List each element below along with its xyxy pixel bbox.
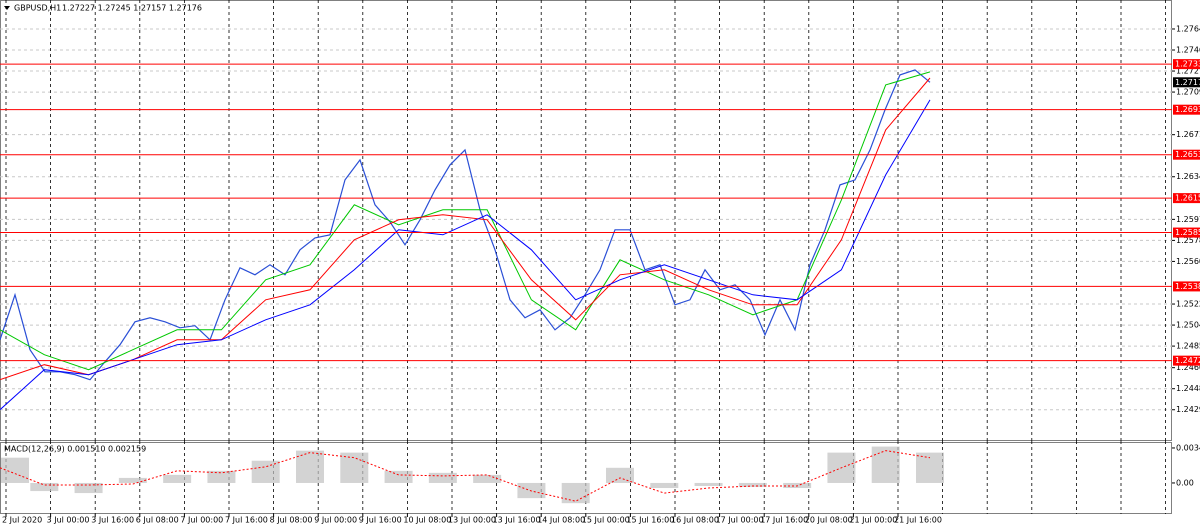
- macd-bar: [340, 452, 369, 483]
- level-label-box: [1173, 281, 1200, 292]
- x-tick-label: 13 Jul 00:00: [448, 516, 496, 525]
- y-tick-label: 0.003461: [1176, 443, 1200, 452]
- symbol-label: GBPUSD,H1: [14, 4, 61, 13]
- y-tick-label: 1.27090: [1176, 88, 1200, 97]
- x-tick-label: 8 Jul 08:00: [270, 516, 313, 525]
- x-tick-label: 15 Jul 00:00: [582, 516, 630, 525]
- y-tick-label: 0.00: [1176, 478, 1194, 487]
- y-tick-label: 1.27275: [1176, 67, 1200, 76]
- level-label-box: [1173, 104, 1200, 115]
- y-tick-label: 1.27645: [1176, 24, 1200, 33]
- x-tick-label: 9 Jul 00:00: [314, 516, 357, 525]
- level-label-box: [1173, 193, 1200, 204]
- macd-bar: [251, 460, 280, 483]
- macd-title: MACD(12,26,9) 0.001510 0.002159: [4, 445, 146, 454]
- moving-average: [0, 71, 931, 371]
- macd-bar: [296, 450, 324, 483]
- x-tick-label: 17 Jul 16:00: [760, 516, 808, 525]
- level-label: 1.26539: [1175, 150, 1200, 159]
- level-label-box: [1173, 59, 1200, 70]
- x-tick-label: 6 Jul 08:00: [136, 516, 179, 525]
- macd-bar: [207, 470, 236, 483]
- x-tick-label: 3 Jul 00:00: [47, 516, 90, 525]
- dropdown-icon[interactable]: [4, 6, 10, 10]
- y-tick-label: 1.24855: [1176, 342, 1200, 351]
- macd-bar: [606, 467, 634, 483]
- macd-bar: [694, 482, 723, 486]
- y-tick-label: 1.25970: [1176, 215, 1200, 224]
- macd-bar: [118, 477, 147, 483]
- y-tick-label: 1.25040: [1176, 321, 1200, 330]
- macd-bar: [30, 482, 59, 492]
- macd-signal: [0, 450, 931, 502]
- level-label: 1.26157: [1175, 194, 1200, 203]
- y-tick-label: 1.25785: [1176, 236, 1200, 245]
- y-tick-label: 1.25600: [1176, 257, 1200, 266]
- macd-bar: [916, 452, 944, 483]
- x-tick-label: 15 Jul 16:00: [626, 516, 674, 525]
- macd-bar: [384, 470, 413, 483]
- x-tick-label: 21 Jul 16:00: [894, 516, 942, 525]
- current-price-box: [1173, 77, 1200, 88]
- level-label: 1.25854: [1175, 228, 1200, 237]
- moving-average: [0, 99, 931, 411]
- level-label-box: [1173, 149, 1200, 160]
- x-tick-label: 3 Jul 16:00: [91, 516, 134, 525]
- macd-bar: [473, 474, 502, 483]
- level-label-box: [1173, 227, 1200, 238]
- x-tick-label: 16 Jul 08:00: [671, 516, 719, 525]
- level-label: 1.25380: [1175, 282, 1200, 291]
- x-tick-label: 14 Jul 08:00: [537, 516, 585, 525]
- x-tick-label: 7 Jul 00:00: [180, 516, 223, 525]
- price-line: [0, 69, 931, 381]
- macd-bar: [1, 457, 29, 483]
- macd-bar: [74, 482, 103, 494]
- macd-bar: [738, 482, 767, 488]
- moving-average: [0, 77, 931, 381]
- y-tick-label: 1.24480: [1176, 384, 1200, 393]
- level-label: 1.24727: [1175, 356, 1200, 365]
- current-price-label: 1.27176: [1175, 78, 1200, 87]
- y-tick-label: 1.25225: [1176, 300, 1200, 309]
- x-tick-label: 21 Jul 00:00: [849, 516, 897, 525]
- y-tick-label: 1.27460: [1176, 46, 1200, 55]
- x-tick-label: 13 Jul 16:00: [493, 516, 541, 525]
- macd-bar: [428, 472, 457, 483]
- level-label-box: [1173, 355, 1200, 366]
- x-tick-label: 7 Jul 16:00: [225, 516, 268, 525]
- macd-bar: [163, 474, 192, 483]
- x-tick-label: 10 Jul 08:00: [403, 516, 451, 525]
- x-tick-label: 20 Jul 08:00: [805, 516, 853, 525]
- x-tick-label: 9 Jul 16:00: [359, 516, 402, 525]
- y-tick-label: 1.26715: [1176, 130, 1200, 139]
- x-tick-label: 17 Jul 00:00: [716, 516, 764, 525]
- macd-bar: [561, 482, 590, 504]
- level-label: 1.26935: [1175, 105, 1200, 114]
- y-tick-label: 1.24665: [1176, 363, 1200, 372]
- x-tick-label: 2 Jul 2020: [2, 516, 42, 525]
- macd-bar: [871, 446, 900, 483]
- macd-bar: [650, 482, 679, 489]
- y-tick-label: 1.26345: [1176, 172, 1200, 181]
- level-label: 1.27336: [1175, 60, 1200, 69]
- ohlc-label: 1.27227 1.27245 1.27157 1.27176: [62, 4, 202, 13]
- y-tick-label: 1.24295: [1176, 405, 1200, 414]
